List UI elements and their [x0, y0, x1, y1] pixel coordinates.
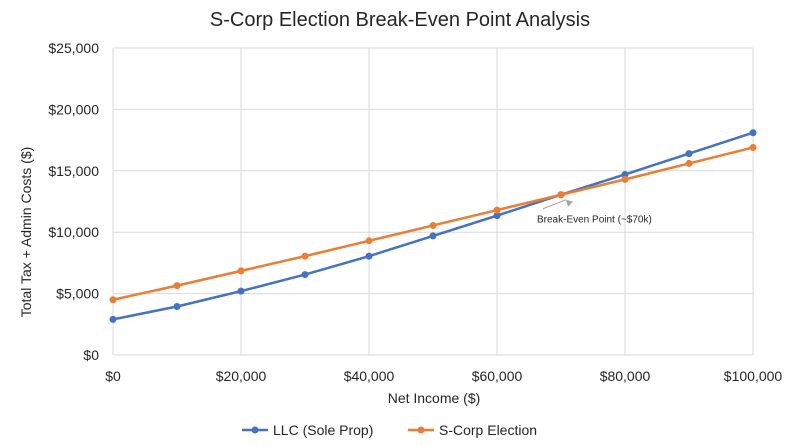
- grid-layer: [112, 47, 754, 356]
- annotation-label: Break-Even Point (~$70k): [537, 215, 652, 226]
- x-tick-label: $0: [105, 368, 121, 384]
- x-tick-label: $60,000: [472, 368, 523, 384]
- data-point: [237, 267, 245, 275]
- y-tick-label: $15,000: [48, 163, 99, 179]
- annotation-arrow-head: [566, 199, 573, 207]
- x-tick-label: $100,000: [724, 368, 783, 384]
- legend-label: LLC (Sole Prop): [273, 422, 373, 438]
- legend-swatch-marker: [417, 426, 425, 434]
- chart-title: S-Corp Election Break-Even Point Analysi…: [210, 9, 590, 31]
- data-point: [685, 159, 693, 167]
- legend-label: S-Corp Election: [439, 422, 537, 438]
- data-point: [365, 237, 373, 245]
- data-point: [557, 191, 565, 199]
- data-point: [621, 170, 629, 178]
- data-point: [301, 252, 309, 260]
- y-tick-label: $0: [83, 347, 99, 363]
- data-point: [429, 232, 437, 240]
- data-point: [173, 282, 181, 290]
- annotation-arrow-line: [542, 199, 567, 210]
- data-point: [429, 221, 437, 229]
- x-axis-title: Net Income ($): [388, 390, 481, 406]
- data-point: [109, 315, 117, 323]
- data-point: [109, 296, 117, 304]
- x-tick-label: $20,000: [216, 368, 267, 384]
- data-point: [621, 175, 629, 183]
- x-tick-label: $40,000: [344, 368, 395, 384]
- data-point: [493, 212, 501, 220]
- legend: LLC (Sole Prop) S-Corp Election: [242, 422, 537, 438]
- legend-swatch-marker: [251, 426, 259, 434]
- y-axis-title: Total Tax + Admin Costs ($): [18, 147, 34, 318]
- y-tick-label: $5,000: [56, 286, 99, 302]
- data-point: [685, 150, 693, 158]
- data-point: [749, 129, 757, 137]
- y-tick-label: $20,000: [48, 101, 99, 117]
- axis-layer: $0 $5,000 $10,000 $15,000 $20,000 $25,000 $0 $2…: [48, 40, 782, 384]
- data-point: [365, 252, 373, 260]
- data-point: [301, 271, 309, 279]
- data-point: [493, 206, 501, 214]
- series-layer: [109, 129, 757, 323]
- data-point: [749, 143, 757, 151]
- x-tick-label: $80,000: [600, 368, 651, 384]
- data-point: [173, 302, 181, 310]
- annotation-layer: Break-Even Point (~$70k): [537, 199, 652, 226]
- data-point: [237, 287, 245, 295]
- y-tick-label: $10,000: [48, 224, 99, 240]
- y-tick-label: $25,000: [48, 40, 99, 56]
